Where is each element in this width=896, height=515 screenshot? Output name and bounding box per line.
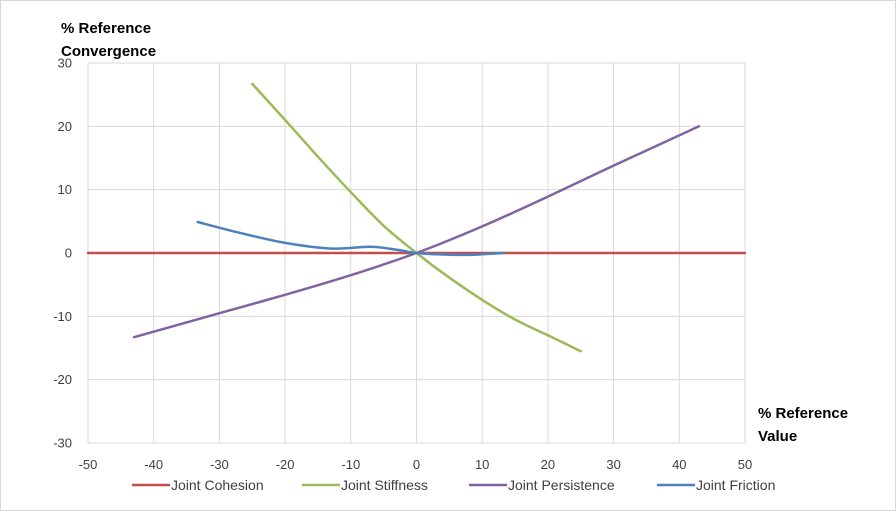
y-tick-label: -30 — [53, 436, 72, 451]
x-axis-tick-labels: -50 -40 -30 -20 -10 0 10 20 30 40 50 — [79, 457, 753, 472]
x-tick-label: -20 — [276, 457, 295, 472]
series-lines — [86, 82, 747, 353]
legend: Joint Cohesion Joint Stiffness Joint Persi… — [132, 477, 775, 493]
x-axis-title-line1: % Reference — [758, 405, 848, 422]
y-axis-title-line1: % Reference — [61, 20, 151, 37]
x-tick-label: 20 — [541, 457, 555, 472]
x-tick-label: -50 — [79, 457, 98, 472]
y-tick-label: 30 — [58, 56, 72, 71]
y-tick-label: 10 — [58, 182, 72, 197]
x-axis-title-line2: Value — [758, 428, 797, 445]
y-tick-label: -20 — [53, 372, 72, 387]
y-tick-label: 0 — [65, 246, 72, 261]
legend-label-joint-friction: Joint Friction — [696, 477, 775, 493]
x-tick-label: -30 — [210, 457, 229, 472]
y-tick-label: 20 — [58, 119, 72, 134]
y-axis-title-line2: Convergence — [61, 43, 156, 60]
x-tick-label: -40 — [144, 457, 163, 472]
legend-label-joint-cohesion: Joint Cohesion — [171, 477, 264, 493]
x-tick-label: 10 — [475, 457, 489, 472]
legend-label-joint-persistence: Joint Persistence — [508, 477, 615, 493]
x-tick-label: 30 — [606, 457, 620, 472]
x-tick-label: 50 — [738, 457, 752, 472]
series-line-joint-friction — [196, 220, 506, 257]
y-axis-tick-labels: 30 20 10 0 -10 -20 -30 — [53, 56, 72, 451]
y-tick-label: -10 — [53, 309, 72, 324]
x-tick-label: 40 — [672, 457, 686, 472]
gridlines — [87, 62, 746, 444]
legend-label-joint-stiffness: Joint Stiffness — [341, 477, 428, 493]
x-tick-label: -10 — [341, 457, 360, 472]
x-tick-label: 0 — [413, 457, 420, 472]
